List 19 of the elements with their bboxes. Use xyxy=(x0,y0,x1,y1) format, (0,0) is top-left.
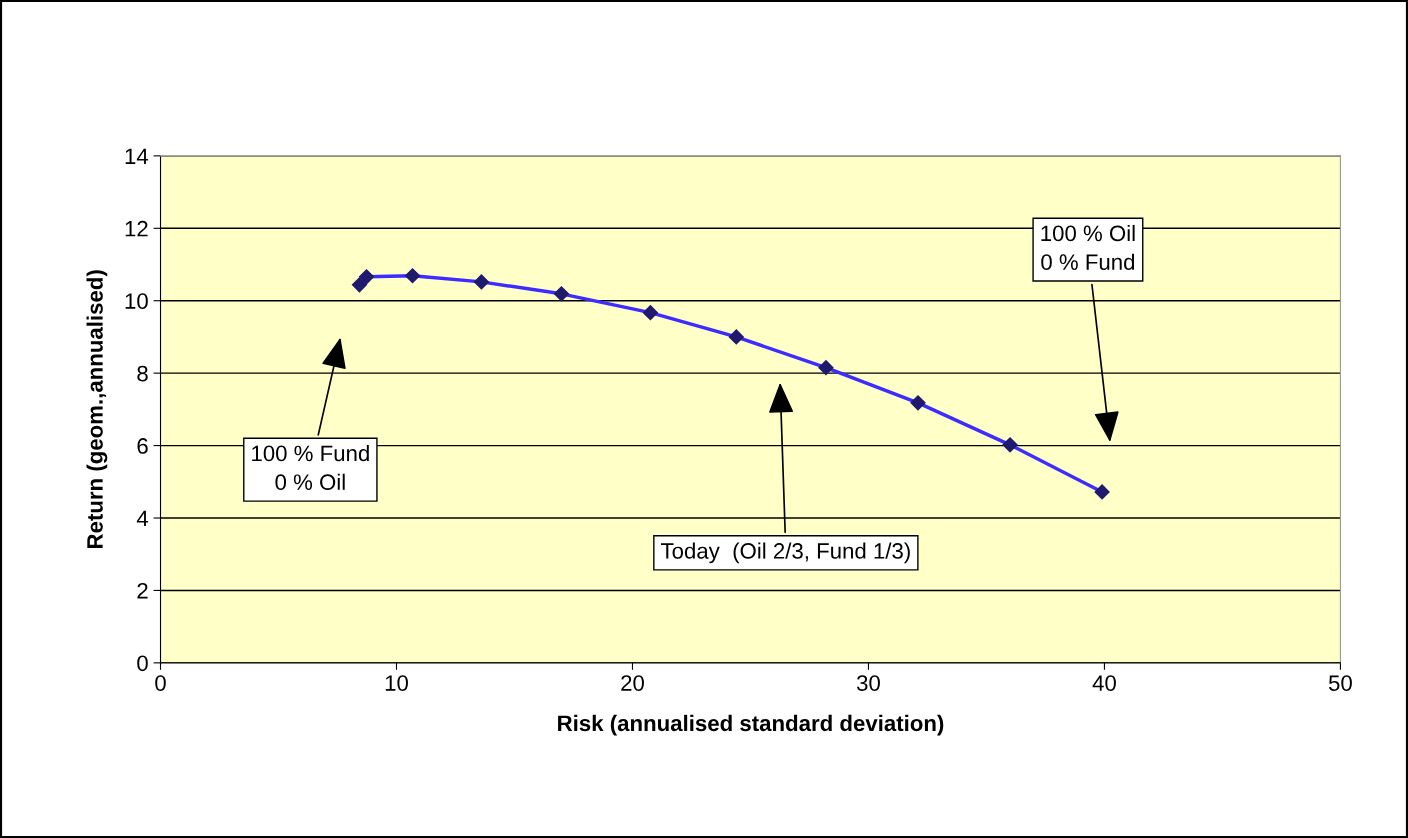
y-tick-label: 4 xyxy=(136,510,149,527)
y-tick-label: 8 xyxy=(137,365,148,382)
y-tick-label: 14 xyxy=(125,148,149,164)
y-tick-label: 0 xyxy=(137,655,148,672)
x-tick-label: 40 xyxy=(1092,675,1116,691)
x-tick-label: 0 xyxy=(155,675,166,691)
annotation: 100 % Fund 0 % Oil xyxy=(252,444,369,491)
y-tick-label: 2 xyxy=(137,582,148,599)
annotation: Today (Oil 2/3, Fund 1/3) xyxy=(661,542,910,564)
x-tick-label: 30 xyxy=(856,675,880,691)
x-tick-label: 10 xyxy=(385,675,408,691)
y-axis-title: Return (geom.,annualised) xyxy=(86,270,108,548)
x-tick-label: 20 xyxy=(621,675,644,691)
x-tick-label: 50 xyxy=(1328,675,1352,691)
annotation: 100 % Oil 0 % Fund xyxy=(1041,224,1135,271)
y-tick-label: 6 xyxy=(137,438,148,454)
y-tick-label: 12 xyxy=(125,220,148,237)
x-axis-title: Risk (annualised standard deviation) xyxy=(558,714,944,736)
y-tick-label: 10 xyxy=(125,293,148,309)
